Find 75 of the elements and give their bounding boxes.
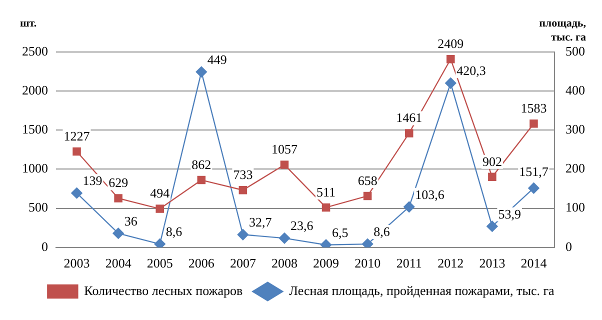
legend-label: Количество лесных пожаров [84,282,243,298]
data-label: 139 [82,173,102,188]
y-tick-label: 0 [42,238,48,254]
x-tick-label: 2008 [271,256,298,271]
x-tick-label: 2009 [313,256,340,271]
x-tick-label: 2007 [230,256,256,271]
data-label: 862 [192,156,212,172]
x-tick-label: 2005 [146,256,173,271]
point [114,194,122,202]
point [71,187,82,199]
data-label: 8,6 [374,224,390,239]
y-tick-label: 1000 [22,160,48,176]
point [238,186,248,194]
point [486,220,498,232]
data-label: 511 [316,184,336,200]
point [280,160,289,169]
data-label: 53,9 [498,206,521,222]
data-label: 36 [124,213,138,228]
data-label: 1227 [64,128,90,144]
y-tick-label: 2500 [22,43,48,58]
point [404,201,415,213]
point [488,172,496,182]
point [362,238,374,248]
data-label: 1057 [271,142,298,157]
x-tick-label: 2011 [396,256,422,271]
y2-tick-label: 300 [566,122,585,137]
data-label: 494 [150,186,170,201]
x-tick-label: 2014 [520,256,548,271]
data-label: 449 [207,52,227,67]
y-tick-label: 1500 [22,122,48,137]
x-tick-label: 2006 [188,256,215,271]
y-tick-label: 2000 [22,82,48,98]
point [278,232,290,244]
y-tick-label: 500 [28,200,48,215]
data-label: 151,7 [519,164,549,180]
point [530,120,538,128]
point [404,129,414,138]
y2-tick-label: 0 [566,238,572,254]
y2-tick-label: 500 [566,43,585,58]
point [446,54,455,64]
point [156,204,164,213]
y-axis-title: шт. [20,17,37,30]
y2-tick-label: 100 [566,200,585,215]
point [528,182,540,194]
data-label: 629 [108,175,128,190]
x-tick-label: 2003 [64,256,90,271]
point [154,238,166,248]
legend-label: Лесная площадь, пройденная пожарами, тыс. га [289,282,555,298]
data-label: 23,6 [290,218,314,234]
data-label: 1583 [520,100,547,116]
x-tick-label: 2012 [438,256,464,271]
data-label: 420,3 [456,63,486,78]
y2-axis-title: площадь, тыс. га [539,17,586,44]
data-label: 2409 [438,36,464,52]
data-label: 103,6 [415,186,445,202]
x-tick-label: 2004 [105,256,132,271]
data-label: 32,7 [248,214,272,230]
point [445,78,456,89]
point [197,176,206,184]
data-label: 902 [482,154,502,169]
data-label: 658 [358,172,378,188]
data-label: 8,6 [166,224,183,239]
point [363,192,372,200]
point [196,66,207,78]
y2-tick-label: 200 [566,160,585,176]
x-tick-label: 2013 [479,256,506,271]
point [112,228,124,239]
y2-tick-label: 400 [566,82,585,98]
data-label: 733 [233,167,253,182]
x-tick-label: 2010 [354,256,381,271]
data-label: 6,5 [332,224,348,240]
data-label: 1461 [396,110,422,126]
point [72,147,81,156]
point [237,229,249,240]
point [322,203,330,212]
